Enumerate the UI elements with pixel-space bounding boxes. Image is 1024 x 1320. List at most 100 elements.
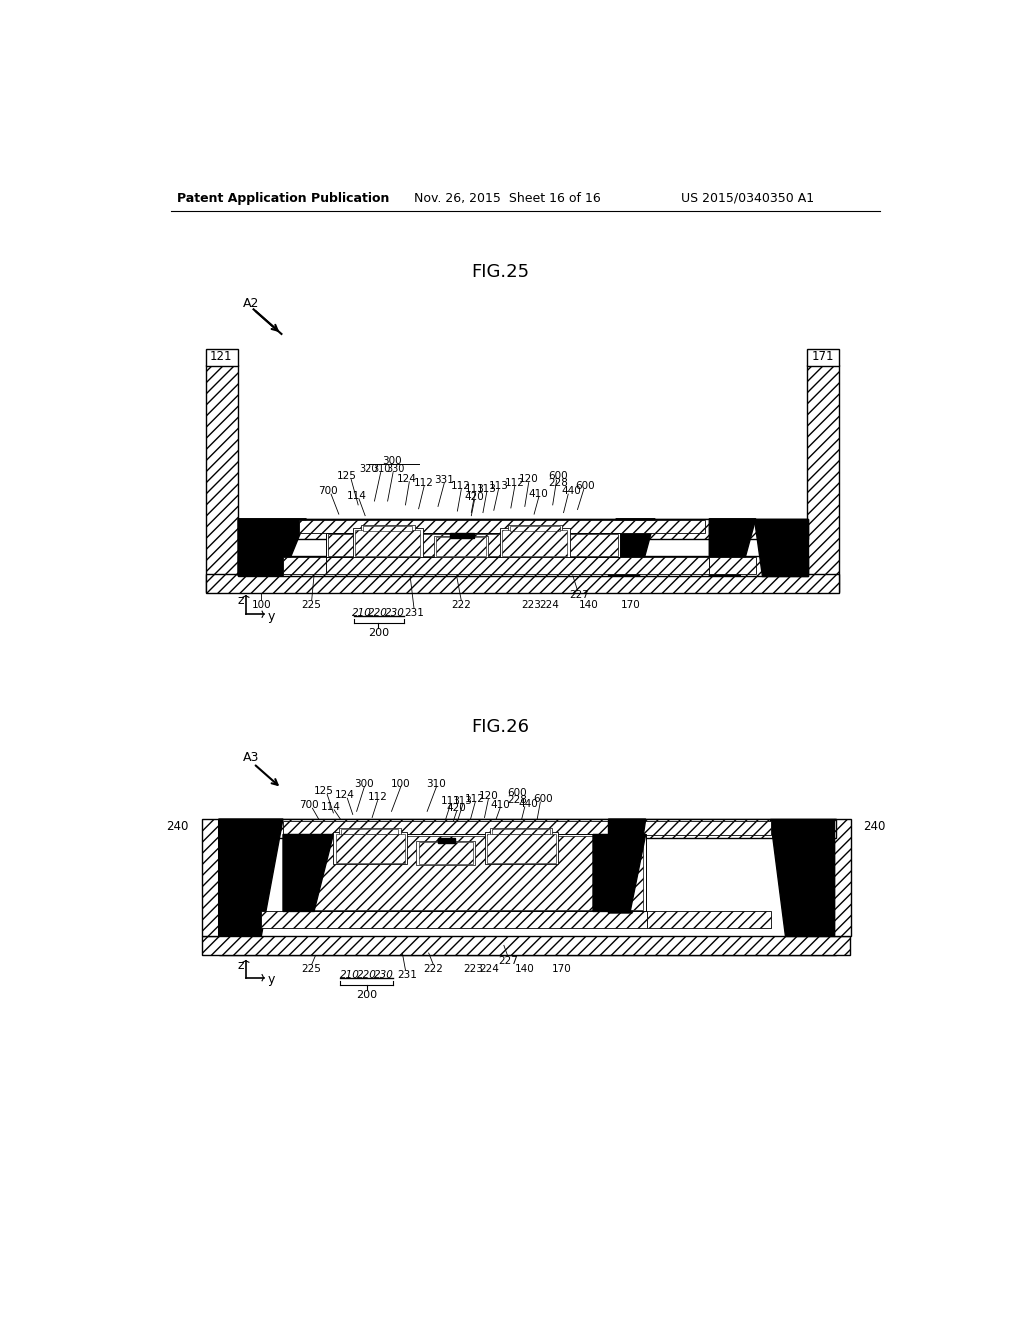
Bar — [219, 818, 836, 954]
Text: 125: 125 — [337, 471, 356, 482]
Text: 113: 113 — [488, 482, 508, 491]
Text: 310: 310 — [373, 465, 390, 474]
Text: 112: 112 — [414, 478, 434, 488]
Bar — [352, 528, 423, 557]
Polygon shape — [710, 519, 756, 576]
Text: Patent Application Publication: Patent Application Publication — [177, 191, 389, 205]
Text: 228: 228 — [548, 478, 568, 488]
Text: 170: 170 — [621, 601, 640, 610]
Text: 120: 120 — [519, 474, 539, 484]
Polygon shape — [283, 834, 334, 911]
Bar — [362, 525, 413, 531]
Text: 228: 228 — [507, 795, 527, 805]
Bar — [238, 556, 809, 576]
Polygon shape — [450, 533, 474, 539]
Polygon shape — [219, 818, 283, 936]
Text: 600: 600 — [548, 471, 568, 482]
Polygon shape — [608, 818, 646, 913]
Text: 222: 222 — [452, 601, 471, 610]
Text: 140: 140 — [579, 601, 598, 610]
Bar — [360, 525, 415, 533]
Bar — [283, 834, 646, 911]
Bar — [834, 818, 851, 936]
Bar — [299, 520, 706, 533]
Text: 114: 114 — [347, 491, 367, 500]
Text: 224: 224 — [479, 964, 499, 974]
Bar — [283, 557, 326, 574]
Bar — [339, 829, 400, 836]
Text: 200: 200 — [356, 990, 377, 1001]
Text: 112: 112 — [465, 795, 485, 804]
Bar — [489, 829, 552, 836]
Text: 112: 112 — [368, 792, 387, 803]
Text: 700: 700 — [299, 800, 318, 810]
Text: FIG.26: FIG.26 — [471, 718, 529, 735]
Text: 440: 440 — [518, 799, 538, 809]
Bar — [450, 533, 474, 539]
Polygon shape — [608, 519, 655, 576]
Text: y: y — [267, 610, 275, 623]
Text: 231: 231 — [397, 970, 417, 979]
Bar — [355, 529, 420, 556]
Text: z: z — [238, 594, 244, 607]
Bar — [261, 911, 647, 928]
Bar — [503, 529, 567, 556]
Text: 230: 230 — [385, 607, 404, 618]
Text: 224: 224 — [539, 601, 559, 610]
Text: 330: 330 — [386, 465, 404, 474]
Text: 420: 420 — [465, 492, 484, 502]
Text: 121: 121 — [210, 350, 232, 363]
Text: A2: A2 — [243, 297, 259, 310]
Text: 100: 100 — [391, 779, 411, 788]
Text: 600: 600 — [507, 788, 527, 797]
Text: 240: 240 — [166, 820, 188, 833]
Text: 227: 227 — [498, 956, 518, 966]
Text: 210: 210 — [352, 607, 372, 618]
Text: Nov. 26, 2015  Sheet 16 of 16: Nov. 26, 2015 Sheet 16 of 16 — [415, 191, 601, 205]
Bar — [436, 537, 486, 556]
Bar — [334, 832, 407, 865]
Text: 223: 223 — [464, 964, 483, 974]
Bar — [807, 364, 840, 591]
Bar — [328, 535, 617, 556]
Text: 410: 410 — [528, 490, 549, 499]
Text: 124: 124 — [397, 474, 417, 483]
Bar — [807, 350, 840, 367]
Text: 112: 112 — [505, 478, 524, 488]
Bar — [493, 829, 550, 834]
Bar — [500, 528, 569, 557]
Bar — [419, 842, 473, 863]
Bar — [484, 832, 558, 865]
Text: 320: 320 — [359, 465, 378, 474]
Bar — [206, 574, 840, 593]
Bar — [283, 821, 771, 836]
Bar — [219, 818, 836, 838]
Text: 220: 220 — [356, 970, 377, 979]
Text: 125: 125 — [314, 787, 334, 796]
Text: 210: 210 — [340, 970, 359, 979]
Polygon shape — [770, 818, 834, 936]
Text: 113: 113 — [440, 796, 461, 807]
Text: 231: 231 — [404, 607, 424, 618]
Bar — [326, 557, 710, 574]
Polygon shape — [438, 838, 455, 843]
Text: 310: 310 — [427, 779, 446, 788]
Text: 113: 113 — [477, 483, 497, 494]
Text: 225: 225 — [302, 964, 322, 974]
Text: 227: 227 — [569, 590, 589, 601]
Text: 113: 113 — [465, 483, 485, 494]
Bar — [508, 525, 562, 533]
Text: FIG.25: FIG.25 — [471, 264, 529, 281]
Text: 240: 240 — [862, 820, 885, 833]
Text: 120: 120 — [478, 791, 499, 801]
Text: 171: 171 — [812, 350, 835, 363]
Bar — [710, 557, 756, 574]
Bar — [510, 525, 560, 531]
Bar — [206, 350, 238, 367]
Bar — [434, 536, 488, 557]
Text: 222: 222 — [423, 964, 443, 974]
Text: 113: 113 — [453, 796, 473, 807]
Text: 440: 440 — [561, 486, 582, 496]
Text: 140: 140 — [515, 964, 535, 974]
Text: 170: 170 — [552, 964, 571, 974]
